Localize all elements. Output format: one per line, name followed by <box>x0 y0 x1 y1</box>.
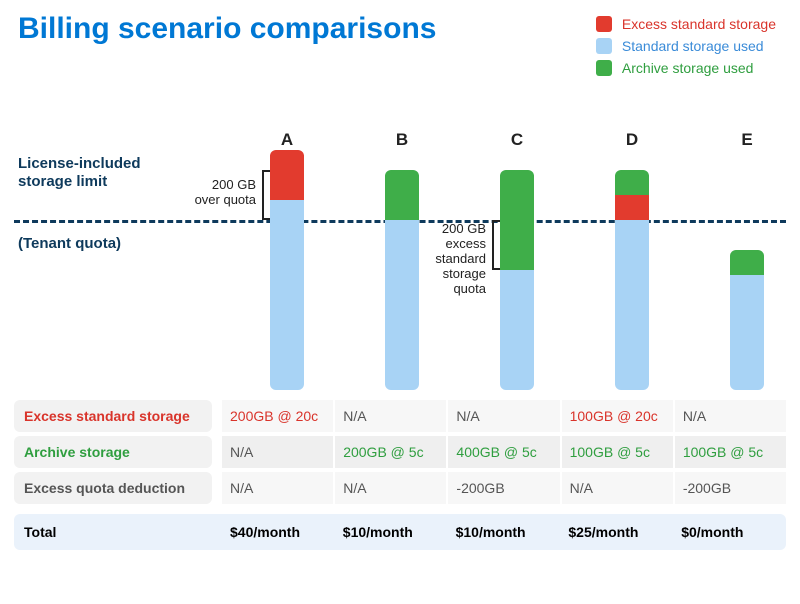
table-cell: 100GB @ 20c <box>562 400 675 432</box>
bar-segment-archive <box>615 170 649 195</box>
table-cell: N/A <box>675 400 786 432</box>
bar-segment-archive <box>500 170 534 270</box>
chart-area: License-includedstorage limit (Tenant qu… <box>0 130 800 390</box>
bar-a <box>270 150 304 390</box>
bracket-c <box>492 220 494 270</box>
legend-swatch <box>596 16 612 32</box>
table-cell: N/A <box>335 400 448 432</box>
bar-segment-standard <box>730 275 764 390</box>
total-label: Total <box>14 514 212 550</box>
billing-table: Excess standard storage200GB @ 20cN/AN/A… <box>14 400 786 550</box>
table-cell: N/A <box>448 400 561 432</box>
legend: Excess standard storage Standard storage … <box>596 16 776 82</box>
total-cell: $10/month <box>335 514 448 550</box>
column-label: C <box>500 130 534 150</box>
bracket-a <box>262 170 264 220</box>
table-cell: -200GB <box>448 472 561 504</box>
table-cell: N/A <box>222 472 335 504</box>
column-label: D <box>615 130 649 150</box>
legend-item: Standard storage used <box>596 38 776 54</box>
bar-segment-standard <box>500 270 534 390</box>
table-cell: 200GB @ 20c <box>222 400 335 432</box>
legend-label: Archive storage used <box>622 60 754 76</box>
total-row: Total$40/month$10/month$10/month$25/mont… <box>14 514 786 550</box>
page-title: Billing scenario comparisons <box>18 12 436 46</box>
column-label: E <box>730 130 764 150</box>
legend-item: Archive storage used <box>596 60 776 76</box>
annotation-c-excess-quota: 200 GBexcessstandardstoragequota <box>414 222 486 297</box>
row-header: Excess standard storage <box>14 400 212 432</box>
bar-c <box>500 170 534 390</box>
row-header: Archive storage <box>14 436 212 468</box>
table-cell: 100GB @ 5c <box>675 436 786 468</box>
table-cell: -200GB <box>675 472 786 504</box>
bar-segment-archive <box>730 250 764 275</box>
axis-label-limit: License-includedstorage limit <box>18 155 141 191</box>
legend-item: Excess standard storage <box>596 16 776 32</box>
column-label: B <box>385 130 419 150</box>
total-cell: $0/month <box>673 514 786 550</box>
bar-segment-excess <box>270 150 304 200</box>
legend-label: Standard storage used <box>622 38 764 54</box>
legend-swatch <box>596 38 612 54</box>
table-cell: N/A <box>222 436 335 468</box>
table-cell: 100GB @ 5c <box>562 436 675 468</box>
total-cell: $40/month <box>222 514 335 550</box>
bar-e <box>730 250 764 390</box>
column-label: A <box>270 130 304 150</box>
total-cell: $25/month <box>560 514 673 550</box>
total-cell: $10/month <box>448 514 561 550</box>
table-cell: N/A <box>562 472 675 504</box>
row-header: Excess quota deduction <box>14 472 212 504</box>
bar-segment-standard <box>615 220 649 390</box>
bar-d <box>615 170 649 390</box>
table-row: Excess standard storage200GB @ 20cN/AN/A… <box>14 400 786 432</box>
bar-segment-archive <box>385 170 419 220</box>
table-row: Archive storageN/A200GB @ 5c400GB @ 5c10… <box>14 436 786 468</box>
table-row: Excess quota deductionN/AN/A-200GBN/A-20… <box>14 472 786 504</box>
table-cell: 400GB @ 5c <box>448 436 561 468</box>
bar-segment-standard <box>270 200 304 390</box>
legend-swatch <box>596 60 612 76</box>
axis-label-quota: (Tenant quota) <box>18 235 121 252</box>
legend-label: Excess standard storage <box>622 16 776 32</box>
table-cell: N/A <box>335 472 448 504</box>
table-cell: 200GB @ 5c <box>335 436 448 468</box>
bar-segment-excess <box>615 195 649 220</box>
annotation-a-over-quota: 200 GBover quota <box>170 178 256 208</box>
